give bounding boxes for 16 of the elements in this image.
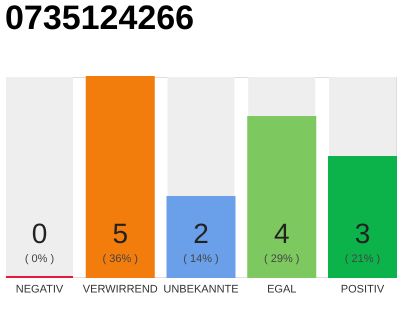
annotation: ( 0% ) [24,253,54,265]
annotation: ( 36% ) [102,253,138,265]
x-tick-label: POSITIV [340,284,385,296]
x-tick-label: UNBEKANNTE [163,284,239,296]
data-label: 0 [32,218,48,249]
chart-title: 0735124266 [5,0,194,37]
data-label: 3 [354,218,370,249]
annotation: ( 29% ) [264,253,300,265]
x-tick-label: VERWIRREND [82,284,158,296]
data-label: 4 [274,218,290,249]
x-tick-label: EGAL [267,284,296,296]
annotation: ( 14% ) [183,253,219,265]
annotation: ( 21% ) [344,253,380,265]
data-label: 5 [112,218,128,249]
x-tick-label: NEGATIV [16,284,64,296]
data-label: 2 [193,218,209,249]
